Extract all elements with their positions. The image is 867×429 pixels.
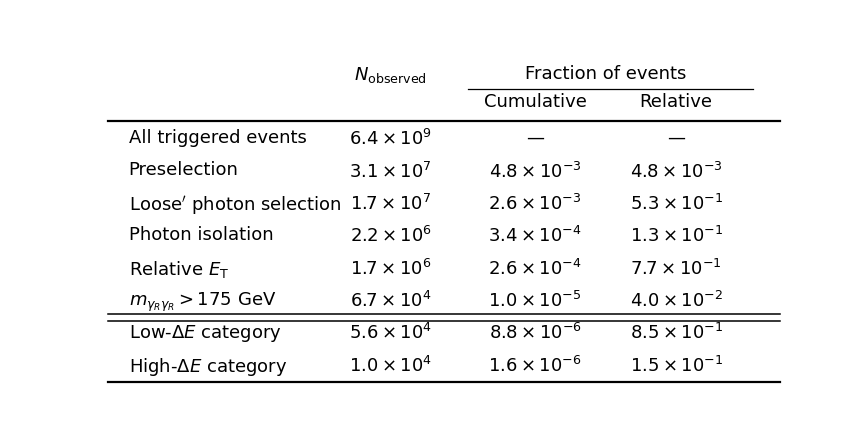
Text: $5.6 \times 10^{4}$: $5.6 \times 10^{4}$ xyxy=(349,323,432,344)
Text: $4.8 \times 10^{-3}$: $4.8 \times 10^{-3}$ xyxy=(489,161,582,181)
Text: Cumulative: Cumulative xyxy=(484,93,586,111)
Text: Photon isolation: Photon isolation xyxy=(128,226,273,244)
Text: Preselection: Preselection xyxy=(128,161,238,179)
Text: $N_{\mathrm{observed}}$: $N_{\mathrm{observed}}$ xyxy=(354,65,427,85)
Text: $2.6 \times 10^{-3}$: $2.6 \times 10^{-3}$ xyxy=(488,194,582,214)
Text: —: — xyxy=(526,129,544,147)
Text: $1.7 \times 10^{7}$: $1.7 \times 10^{7}$ xyxy=(350,194,431,214)
Text: $7.7 \times 10^{-1}$: $7.7 \times 10^{-1}$ xyxy=(630,259,722,279)
Text: $4.0 \times 10^{-2}$: $4.0 \times 10^{-2}$ xyxy=(629,291,723,311)
Text: —: — xyxy=(667,129,685,147)
Text: $1.7 \times 10^{6}$: $1.7 \times 10^{6}$ xyxy=(349,259,432,279)
Text: $1.0 \times 10^{4}$: $1.0 \times 10^{4}$ xyxy=(349,356,432,376)
Text: Loose$'$ photon selection: Loose$'$ photon selection xyxy=(128,194,342,217)
Text: $2.6 \times 10^{-4}$: $2.6 \times 10^{-4}$ xyxy=(488,259,582,279)
Text: $6.4 \times 10^{9}$: $6.4 \times 10^{9}$ xyxy=(349,129,432,149)
Text: All triggered events: All triggered events xyxy=(128,129,306,147)
Text: Relative: Relative xyxy=(640,93,713,111)
Text: $4.8 \times 10^{-3}$: $4.8 \times 10^{-3}$ xyxy=(629,161,722,181)
Text: $1.0 \times 10^{-5}$: $1.0 \times 10^{-5}$ xyxy=(488,291,582,311)
Text: Low-$\Delta E$ category: Low-$\Delta E$ category xyxy=(128,323,281,344)
Text: $8.8 \times 10^{-6}$: $8.8 \times 10^{-6}$ xyxy=(488,323,582,344)
Text: $1.6 \times 10^{-6}$: $1.6 \times 10^{-6}$ xyxy=(488,356,582,376)
Text: $3.4 \times 10^{-4}$: $3.4 \times 10^{-4}$ xyxy=(488,226,582,246)
Text: Fraction of events: Fraction of events xyxy=(525,65,687,83)
Text: $2.2 \times 10^{6}$: $2.2 \times 10^{6}$ xyxy=(349,226,432,246)
Text: $6.7 \times 10^{4}$: $6.7 \times 10^{4}$ xyxy=(349,291,432,311)
Text: $1.5 \times 10^{-1}$: $1.5 \times 10^{-1}$ xyxy=(629,356,723,376)
Text: $3.1 \times 10^{7}$: $3.1 \times 10^{7}$ xyxy=(349,161,432,181)
Text: Relative $E_{\mathrm{T}}$: Relative $E_{\mathrm{T}}$ xyxy=(128,259,229,280)
Text: High-$\Delta E$ category: High-$\Delta E$ category xyxy=(128,356,287,378)
Text: $m_{\gamma_R\gamma_R} > 175$ GeV: $m_{\gamma_R\gamma_R} > 175$ GeV xyxy=(128,291,276,314)
Text: $8.5 \times 10^{-1}$: $8.5 \times 10^{-1}$ xyxy=(629,323,723,344)
Text: $1.3 \times 10^{-1}$: $1.3 \times 10^{-1}$ xyxy=(629,226,723,246)
Text: $5.3 \times 10^{-1}$: $5.3 \times 10^{-1}$ xyxy=(629,194,723,214)
